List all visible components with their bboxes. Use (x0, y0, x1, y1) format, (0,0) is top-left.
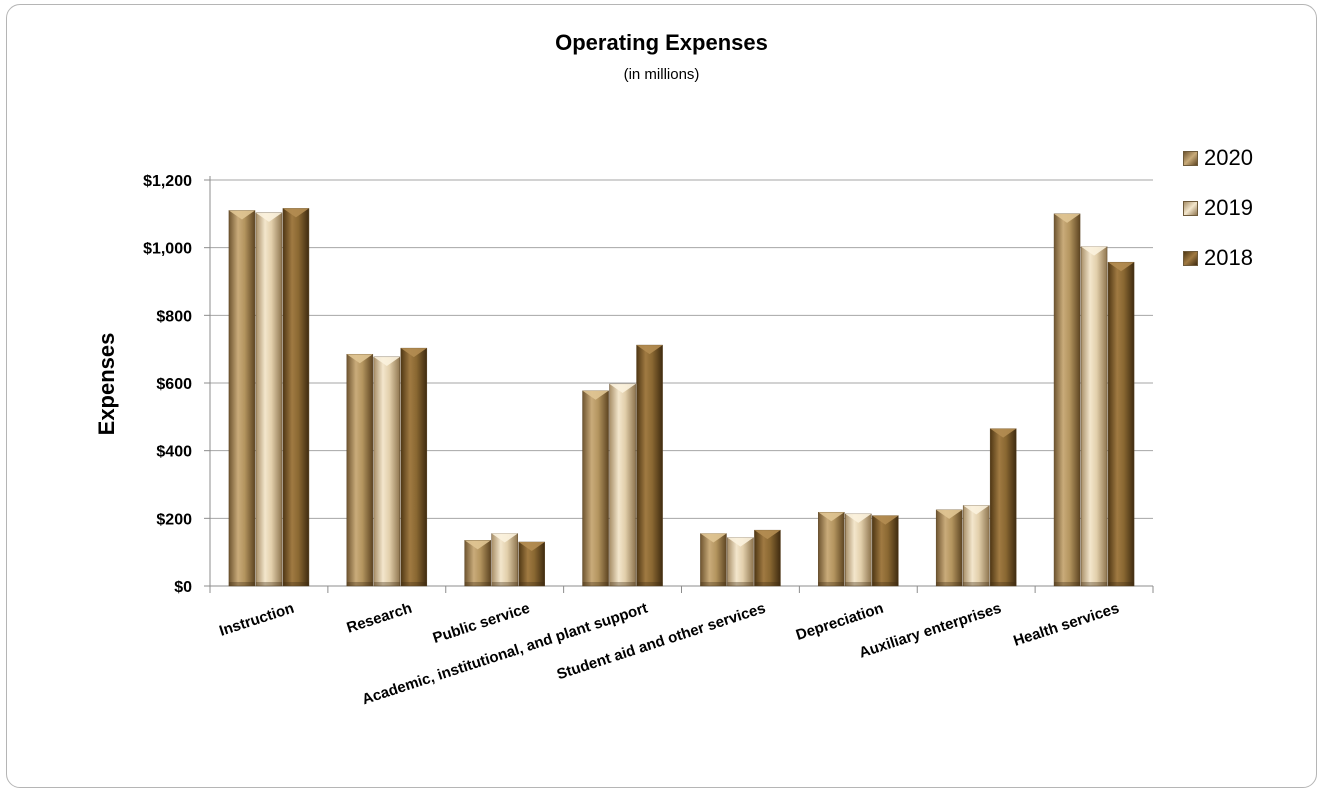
bar-2019-4 (727, 537, 754, 587)
bar-2018-5 (872, 515, 899, 587)
bar-2019-7 (1080, 246, 1108, 587)
bar-2018-3 (636, 344, 663, 587)
x-tick-label: Research (345, 600, 414, 637)
bar-2019-2 (491, 533, 518, 587)
x-tick-label: Instruction (217, 600, 296, 640)
legend: 2020 2019 2018 (1183, 133, 1253, 283)
bar-2019-6 (962, 505, 990, 587)
bar-2018-1 (400, 347, 428, 587)
legend-swatch-2020 (1183, 150, 1198, 166)
legend-label-2018: 2018 (1204, 245, 1253, 270)
chart-subtitle: (in millions) (623, 66, 700, 83)
y-axis-title: Expenses (94, 333, 119, 436)
legend-swatch-2019 (1183, 200, 1198, 216)
y-tick-label: $1,000 (143, 241, 192, 258)
legend-label-2019: 2019 (1204, 195, 1253, 220)
x-tick-label: Public service (431, 600, 532, 647)
bar-2020-6 (935, 509, 963, 587)
bar-2018-7 (1107, 261, 1135, 587)
bar-2019-3 (609, 383, 636, 587)
x-tick-label: Student aid and other services (555, 600, 768, 684)
y-tick-label: $0 (174, 579, 192, 596)
bars (228, 208, 1135, 587)
x-tick-label: Health services (1011, 600, 1121, 650)
bar-2020-3 (582, 390, 609, 587)
bar-2018-0 (282, 208, 310, 587)
legend-label-2020: 2020 (1204, 145, 1253, 170)
y-tick-label: $1,200 (143, 173, 192, 190)
bar-2020-5 (818, 511, 845, 587)
bar-2019-0 (255, 212, 283, 587)
bar-2018-4 (754, 529, 781, 587)
bar-2020-4 (700, 533, 727, 587)
y-tick-label: $200 (156, 511, 192, 528)
bar-2018-6 (989, 428, 1017, 587)
legend-item-2019: 2019 (1183, 183, 1253, 233)
legend-swatch-2018 (1183, 250, 1198, 266)
bar-2019-5 (845, 513, 872, 587)
bar-2018-2 (518, 541, 545, 587)
bar-2020-2 (464, 540, 491, 587)
legend-item-2018: 2018 (1183, 233, 1253, 283)
legend-item-2020: 2020 (1183, 133, 1253, 183)
y-tick-label: $400 (156, 444, 192, 461)
chart-title: Operating Expenses (555, 30, 768, 55)
x-tick-label: Depreciation (794, 600, 886, 644)
y-tick-label: $800 (156, 308, 192, 325)
bar-2019-1 (373, 356, 401, 587)
bar-2020-0 (228, 210, 256, 587)
bar-2020-1 (346, 353, 374, 587)
bar-2020-7 (1053, 213, 1081, 587)
y-tick-label: $600 (156, 376, 192, 393)
